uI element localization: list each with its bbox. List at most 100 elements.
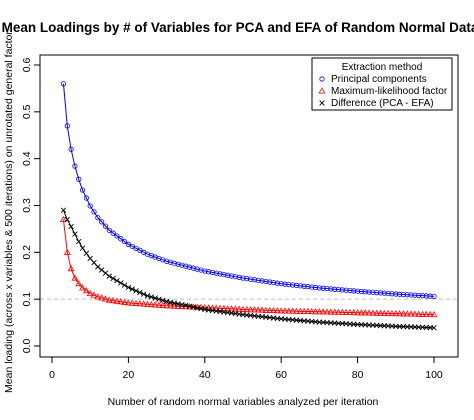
series-point-0 — [427, 293, 433, 299]
series-point-1 — [247, 306, 255, 313]
plot-area: 0.0 0.1 0.2 0.3 0.4 0.5 0.6 0 20 40 60 80 100 — [21, 54, 459, 381]
series-point-0 — [351, 288, 357, 294]
series-point-2 — [95, 264, 101, 270]
series-point-0 — [381, 290, 387, 296]
series-point-1 — [308, 308, 316, 315]
series-point-1 — [113, 297, 121, 304]
series-point-0 — [118, 236, 124, 242]
series-point-0 — [263, 278, 269, 285]
x-axis-label: Number of random normal variables analyz… — [108, 396, 379, 408]
series-point-0 — [217, 271, 223, 277]
series-point-2 — [98, 267, 105, 273]
series-point-0 — [202, 268, 208, 274]
series-point-1 — [147, 300, 155, 308]
legend-marker-2 — [319, 100, 325, 106]
series-point-0 — [374, 290, 380, 296]
chart-title: Mean Loadings by # of Variables for PCA … — [2, 20, 474, 35]
series-point-0 — [343, 287, 349, 293]
series-point-1 — [101, 295, 109, 302]
series-point-0 — [282, 281, 288, 287]
series-point-1 — [59, 215, 67, 223]
series-point-0 — [76, 176, 82, 182]
y-tick-label: 0.4 — [21, 151, 33, 166]
legend-label-1: Maximum-likelihood factor — [331, 86, 448, 97]
series-point-1 — [220, 304, 228, 312]
series-point-1 — [155, 301, 163, 308]
series-point-0 — [312, 284, 319, 291]
series-point-1 — [392, 310, 400, 317]
series-point-1 — [254, 306, 262, 313]
series-point-1 — [292, 307, 300, 314]
y-tick-label: 0.3 — [21, 198, 33, 213]
series-point-1 — [388, 309, 396, 317]
series-point-0 — [377, 290, 384, 296]
series-point-1 — [124, 299, 132, 306]
series-point-0 — [423, 293, 429, 299]
series-point-1 — [354, 309, 362, 316]
series-point-1 — [285, 307, 293, 314]
series-point-1 — [357, 309, 365, 316]
series-point-0 — [121, 238, 128, 245]
series-point-0 — [290, 282, 296, 288]
series-point-0 — [278, 281, 284, 287]
series-point-1 — [346, 308, 354, 316]
series-point-2 — [60, 207, 67, 213]
series-point-1 — [212, 304, 220, 311]
series-point-0 — [370, 289, 376, 295]
series-point-0 — [328, 286, 334, 292]
series-point-1 — [136, 300, 144, 307]
series-point-0 — [332, 286, 338, 292]
series-point-1 — [174, 302, 182, 309]
series-point-1 — [361, 309, 369, 316]
series-point-0 — [301, 283, 307, 289]
series-point-0 — [404, 292, 410, 298]
series-point-1 — [365, 309, 373, 316]
series-point-2 — [87, 255, 93, 262]
series-point-0 — [408, 292, 414, 298]
series-point-1 — [426, 310, 434, 318]
series-point-0 — [274, 280, 280, 286]
series-point-0 — [213, 270, 219, 276]
series-point-0 — [419, 293, 426, 299]
x-tick-label: 80 — [352, 369, 364, 381]
series-point-1 — [117, 298, 125, 305]
series-point-1 — [399, 310, 407, 317]
legend: Extraction method Principal componentsMa… — [311, 57, 453, 111]
series-point-2 — [79, 245, 86, 251]
series-point-1 — [377, 309, 385, 316]
legend-marker-1 — [318, 87, 326, 94]
series-point-0 — [305, 284, 311, 290]
series-point-1 — [396, 310, 404, 317]
series-point-2 — [156, 296, 162, 302]
series-point-2 — [106, 273, 113, 279]
series-point-1 — [166, 302, 174, 309]
series-point-1 — [277, 307, 285, 314]
series-point-1 — [86, 289, 94, 297]
series-point-1 — [216, 304, 224, 311]
series-point-1 — [422, 310, 430, 317]
series-point-1 — [323, 308, 331, 315]
series-point-1 — [163, 302, 171, 309]
series-point-0 — [64, 123, 70, 129]
series-point-0 — [248, 276, 254, 282]
series-point-1 — [419, 310, 427, 317]
legend-marker-0 — [319, 76, 325, 82]
series-point-0 — [309, 284, 315, 290]
legend-box — [311, 57, 453, 111]
series-point-0 — [225, 272, 231, 278]
series-point-1 — [312, 308, 320, 315]
y-tick-label: 0.6 — [21, 58, 33, 73]
series-point-0 — [431, 293, 437, 299]
series-point-0 — [347, 287, 353, 294]
series-point-1 — [373, 309, 381, 316]
series-point-0 — [106, 227, 112, 233]
series-point-0 — [324, 285, 330, 292]
series-point-1 — [273, 307, 281, 314]
series-point-0 — [228, 273, 235, 279]
series-point-2 — [121, 282, 128, 288]
x-tick-label: 100 — [425, 369, 443, 381]
series-point-2 — [114, 277, 120, 284]
series-point-2 — [76, 238, 82, 245]
y-tick-label: 0.0 — [21, 339, 33, 354]
series-point-2 — [102, 270, 109, 276]
